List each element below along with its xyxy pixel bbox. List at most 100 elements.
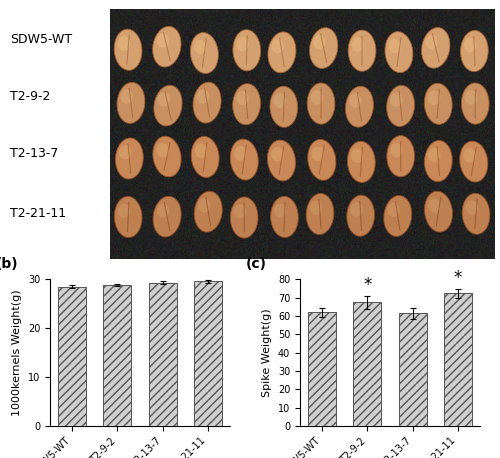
Ellipse shape xyxy=(427,196,452,231)
Text: *: * xyxy=(454,269,462,287)
Text: T2-13-7: T2-13-7 xyxy=(10,147,58,160)
Bar xyxy=(398,313,426,426)
Bar xyxy=(148,283,176,426)
Ellipse shape xyxy=(270,86,297,127)
Ellipse shape xyxy=(270,196,298,238)
Ellipse shape xyxy=(388,37,412,71)
Ellipse shape xyxy=(462,83,489,124)
Y-axis label: 1000kernels Weight(g): 1000kernels Weight(g) xyxy=(12,289,22,416)
Ellipse shape xyxy=(234,204,246,218)
Text: *: * xyxy=(363,276,372,294)
Ellipse shape xyxy=(230,139,258,180)
Ellipse shape xyxy=(312,33,338,67)
Ellipse shape xyxy=(462,193,490,234)
Ellipse shape xyxy=(424,191,452,232)
Ellipse shape xyxy=(462,146,487,180)
Ellipse shape xyxy=(232,144,258,179)
Ellipse shape xyxy=(154,85,182,126)
Ellipse shape xyxy=(464,148,476,163)
Ellipse shape xyxy=(307,83,335,124)
Ellipse shape xyxy=(384,196,412,236)
Ellipse shape xyxy=(232,202,258,237)
Ellipse shape xyxy=(268,140,295,181)
Ellipse shape xyxy=(274,93,286,108)
Ellipse shape xyxy=(270,37,295,71)
Ellipse shape xyxy=(233,30,260,71)
Ellipse shape xyxy=(350,146,375,181)
Ellipse shape xyxy=(196,196,222,231)
Ellipse shape xyxy=(428,148,440,162)
Ellipse shape xyxy=(427,88,452,123)
Ellipse shape xyxy=(156,143,169,158)
Ellipse shape xyxy=(196,87,220,122)
Ellipse shape xyxy=(428,198,440,213)
Ellipse shape xyxy=(427,145,452,180)
Ellipse shape xyxy=(116,34,141,69)
Ellipse shape xyxy=(272,91,297,126)
Ellipse shape xyxy=(310,90,323,104)
Ellipse shape xyxy=(272,39,284,54)
Ellipse shape xyxy=(274,203,286,218)
Ellipse shape xyxy=(422,27,450,68)
Ellipse shape xyxy=(116,201,141,236)
Ellipse shape xyxy=(271,147,283,162)
Ellipse shape xyxy=(464,38,476,52)
Ellipse shape xyxy=(466,201,478,215)
Ellipse shape xyxy=(389,90,414,125)
Ellipse shape xyxy=(117,82,145,123)
Ellipse shape xyxy=(390,143,403,157)
Ellipse shape xyxy=(268,32,296,73)
Bar xyxy=(104,285,132,426)
Ellipse shape xyxy=(351,148,364,163)
Ellipse shape xyxy=(310,201,322,215)
Ellipse shape xyxy=(156,203,169,218)
Text: T2-9-2: T2-9-2 xyxy=(10,90,50,103)
Ellipse shape xyxy=(152,27,181,67)
Ellipse shape xyxy=(386,85,414,126)
Y-axis label: Spike Weight(g): Spike Weight(g) xyxy=(262,308,272,397)
Ellipse shape xyxy=(310,27,338,68)
Ellipse shape xyxy=(465,90,477,104)
Text: T2-21-11: T2-21-11 xyxy=(10,207,66,220)
Ellipse shape xyxy=(156,90,182,125)
Ellipse shape xyxy=(390,93,402,107)
Ellipse shape xyxy=(464,88,489,123)
Ellipse shape xyxy=(158,92,170,107)
Bar xyxy=(444,293,472,426)
Ellipse shape xyxy=(270,145,295,180)
Ellipse shape xyxy=(388,39,401,53)
Ellipse shape xyxy=(119,145,132,159)
Ellipse shape xyxy=(349,200,374,235)
Ellipse shape xyxy=(424,83,452,125)
Bar xyxy=(308,312,336,426)
Ellipse shape xyxy=(156,33,169,48)
Ellipse shape xyxy=(385,32,413,73)
Ellipse shape xyxy=(194,191,222,232)
Bar xyxy=(58,287,86,426)
Ellipse shape xyxy=(308,139,336,180)
Ellipse shape xyxy=(464,198,489,233)
Bar xyxy=(194,281,222,426)
Ellipse shape xyxy=(312,147,324,161)
Ellipse shape xyxy=(194,40,206,54)
Ellipse shape xyxy=(460,31,488,71)
Ellipse shape xyxy=(348,91,373,126)
Ellipse shape xyxy=(424,141,452,182)
Ellipse shape xyxy=(424,32,450,67)
Ellipse shape xyxy=(310,88,334,123)
Ellipse shape xyxy=(156,141,180,175)
Ellipse shape xyxy=(230,197,258,238)
Ellipse shape xyxy=(460,141,488,182)
Ellipse shape xyxy=(308,198,334,233)
Ellipse shape xyxy=(196,89,209,104)
Ellipse shape xyxy=(114,29,142,71)
Ellipse shape xyxy=(120,89,133,104)
Ellipse shape xyxy=(190,33,218,74)
Ellipse shape xyxy=(193,82,221,123)
Ellipse shape xyxy=(348,30,376,71)
Ellipse shape xyxy=(232,84,260,125)
Ellipse shape xyxy=(155,31,180,65)
Ellipse shape xyxy=(118,143,143,178)
Ellipse shape xyxy=(389,141,414,175)
Ellipse shape xyxy=(273,201,298,236)
